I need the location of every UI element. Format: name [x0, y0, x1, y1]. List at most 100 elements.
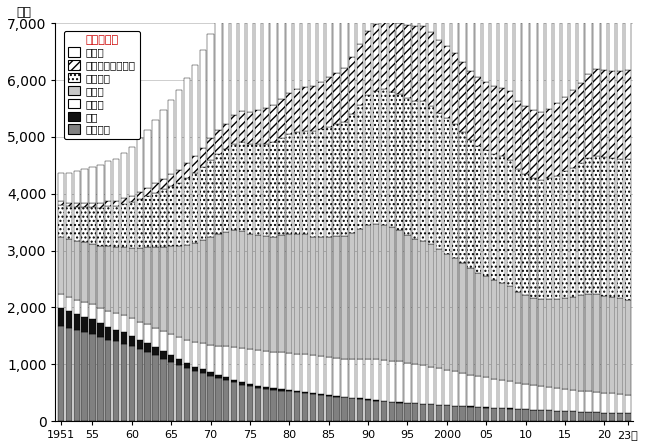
Bar: [168, 246, 174, 334]
Bar: [578, 295, 584, 391]
Bar: [97, 165, 103, 203]
Bar: [239, 0, 245, 111]
Bar: [262, 236, 269, 351]
Bar: [530, 110, 537, 178]
Bar: [184, 245, 190, 340]
Bar: [578, 83, 584, 163]
Bar: [89, 167, 96, 203]
Bar: [444, 0, 450, 46]
Bar: [271, 390, 276, 421]
Bar: [231, 0, 237, 115]
Bar: [207, 138, 214, 160]
Bar: [231, 382, 237, 421]
Bar: [58, 325, 64, 421]
Bar: [326, 0, 332, 77]
Bar: [444, 254, 450, 370]
Bar: [145, 325, 151, 343]
Bar: [294, 89, 300, 132]
Bar: [278, 0, 285, 99]
Bar: [105, 327, 111, 340]
Bar: [397, 230, 402, 362]
Bar: [326, 357, 332, 395]
Bar: [278, 391, 285, 421]
Bar: [247, 144, 253, 234]
Bar: [593, 294, 599, 392]
Bar: [499, 0, 505, 88]
Bar: [515, 383, 521, 409]
Bar: [412, 239, 419, 364]
Bar: [310, 237, 316, 355]
Bar: [271, 105, 276, 142]
Bar: [302, 234, 308, 354]
Bar: [333, 0, 340, 73]
Bar: [66, 328, 72, 421]
Bar: [310, 355, 316, 393]
Bar: [247, 384, 253, 386]
Bar: [286, 0, 293, 93]
Bar: [318, 130, 324, 237]
Bar: [74, 330, 80, 421]
Bar: [66, 297, 72, 311]
Bar: [523, 409, 528, 421]
Bar: [341, 68, 348, 122]
Bar: [89, 207, 96, 244]
Bar: [436, 40, 442, 113]
Bar: [160, 247, 167, 331]
Bar: [294, 354, 300, 391]
Bar: [215, 346, 222, 375]
Bar: [168, 186, 174, 246]
Bar: [373, 359, 379, 400]
Bar: [278, 352, 285, 389]
Bar: [562, 411, 568, 421]
Bar: [247, 350, 253, 384]
Bar: [357, 105, 363, 228]
Bar: [428, 0, 434, 32]
Bar: [136, 340, 143, 350]
Bar: [546, 299, 552, 387]
Bar: [192, 156, 198, 173]
Bar: [192, 342, 198, 367]
Bar: [499, 88, 505, 156]
Bar: [341, 0, 348, 68]
Bar: [523, 174, 528, 295]
Bar: [515, 0, 521, 101]
Bar: [129, 202, 135, 248]
Bar: [341, 358, 348, 396]
Bar: [483, 276, 490, 377]
Bar: [192, 371, 198, 421]
Bar: [420, 241, 426, 366]
Bar: [388, 21, 395, 92]
Bar: [341, 397, 348, 421]
Bar: [247, 386, 253, 421]
Bar: [365, 225, 371, 358]
Bar: [136, 192, 143, 199]
Bar: [286, 390, 293, 392]
Bar: [617, 159, 623, 299]
Text: 万人: 万人: [16, 6, 31, 19]
Bar: [554, 411, 560, 421]
Bar: [483, 408, 490, 421]
Bar: [601, 413, 607, 421]
Bar: [129, 346, 135, 421]
Bar: [294, 0, 300, 89]
Bar: [625, 70, 631, 159]
Bar: [625, 0, 631, 70]
Bar: [247, 0, 253, 112]
Bar: [333, 124, 340, 236]
Bar: [160, 110, 167, 179]
Bar: [491, 379, 497, 408]
Bar: [452, 371, 458, 405]
Bar: [546, 0, 552, 109]
Bar: [113, 329, 120, 342]
Bar: [239, 348, 245, 382]
Bar: [129, 336, 135, 346]
Bar: [412, 26, 419, 101]
Bar: [570, 412, 576, 421]
Bar: [81, 169, 88, 202]
Bar: [585, 74, 592, 158]
Bar: [145, 352, 151, 421]
Bar: [97, 208, 103, 246]
Bar: [609, 413, 616, 421]
Bar: [215, 131, 222, 154]
Bar: [491, 154, 497, 280]
